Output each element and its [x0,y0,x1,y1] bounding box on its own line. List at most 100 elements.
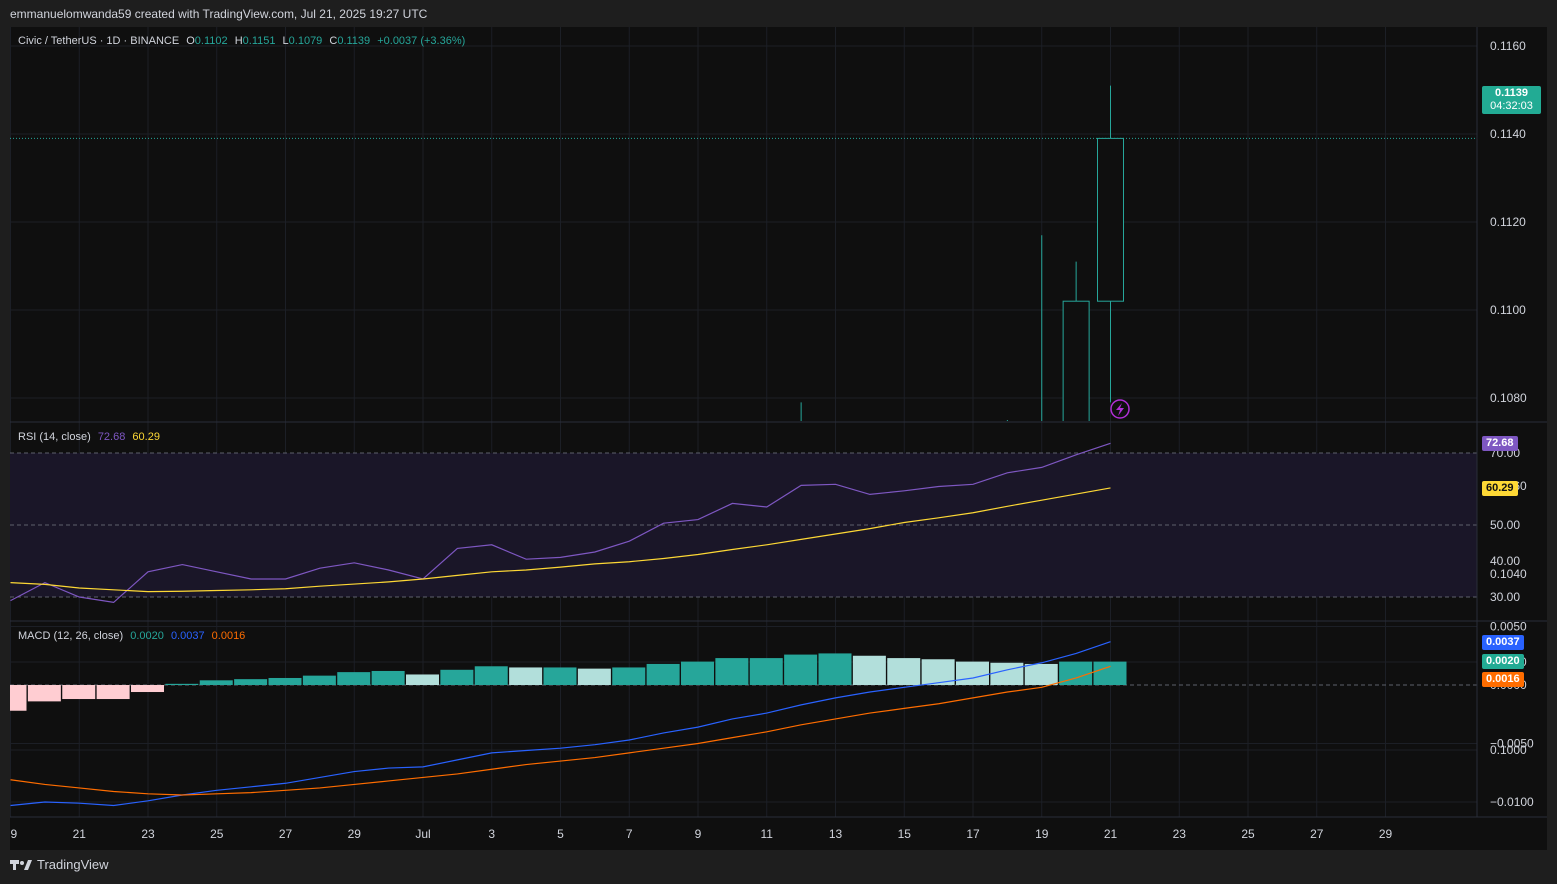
time-axis-label: 27 [279,827,293,841]
time-axis-label: 25 [210,827,224,841]
chart-caption: emmanuelomwanda59 created with TradingVi… [10,7,428,21]
macd-histogram-bar [818,653,852,685]
macd-axis-label: −0.0050 [1490,737,1534,751]
time-axis-label: 29 [1379,827,1393,841]
rsi-ma-line [10,487,1111,593]
macd-histogram-bar [646,663,680,685]
price-axis-label: 0.1000 [1490,743,1527,757]
macd-line [10,641,1111,807]
macd-histogram-bar [956,661,989,685]
lightning-icon [1110,399,1130,419]
rsi-axis-label: 50.00 [1490,518,1520,532]
time-axis-label: 9 [695,827,702,841]
macd-histogram-bar [543,667,577,685]
rsi-band [10,453,1477,597]
macd-histogram-bar [27,685,61,702]
macd-histogram-bar [131,685,164,693]
lightning-icon-bolt [1116,403,1124,416]
symbol-label[interactable]: Civic / TetherUS · 1D · BINANCE [18,35,180,47]
open-label: O [186,35,195,47]
time-axis-label: 19 [1035,827,1049,841]
rsi-ma-tag: 60.29 [1482,481,1518,496]
macd-histogram-bar [990,662,1024,685]
low-label: L [282,35,289,47]
candle-body [1062,300,1090,421]
time-axis-label: 23 [1173,827,1187,841]
rsi-title[interactable]: RSI (14, close) [18,431,91,443]
macd-signal-tag: 0.0016 [1482,672,1524,687]
rsi-pane [10,442,1477,604]
main-legend: Civic / TetherUS · 1D · BINANCE O0.1102 … [18,35,469,47]
candle-body [1097,137,1124,302]
brand-label: TradingView [37,857,109,872]
macd-histogram-bar [509,667,543,685]
time-axis-label: 15 [898,827,912,841]
rsi-axis-label: 30.00 [1490,590,1520,604]
time-axis-label: 11 [761,827,774,841]
macd-line-tag: 0.0037 [1482,635,1524,650]
rsi-ma-value: 60.29 [132,431,160,443]
macd-signal-line [10,665,1111,796]
time-axis-label: Jul [415,827,430,841]
macd-histogram-bar [887,658,921,685]
time-axis-label: 23 [141,827,155,841]
macd-histogram-bar [62,685,96,700]
chart-frame[interactable]: 19 21 23 25 27 29 Jul 3 5 7 9 11 13 15 17 19 21 23 25 27 29 0… [4,27,1547,850]
macd-histogram-bar [612,667,646,685]
last-price-tag: 0.1139 04:32:03 [1482,86,1541,114]
rsi-value: 72.68 [97,431,126,443]
macd-legend: MACD (12, 26, close) 0.0020 0.0037 0.001… [18,630,249,642]
tradingview-logo[interactable]: TradingView [10,857,109,872]
price-pane [10,85,1477,645]
macd-histogram-bar [715,658,749,685]
macd-hist-value: 0.0020 [130,630,164,642]
macd-hist-tag: 0.0020 [1482,654,1524,669]
open-value: 0.1102 [194,35,228,47]
time-axis-label: 3 [488,827,495,841]
change-value: +0.0037 (+3.36%) [377,35,466,47]
candle-body [926,605,952,645]
macd-histogram-bar [268,677,302,685]
lightning-icon-ring [1110,399,1130,419]
low-value: 0.1079 [288,35,323,47]
macd-histogram-bar [371,670,405,685]
time-axis-label: 29 [348,827,362,841]
high-value: 0.1151 [242,35,276,47]
macd-histogram-bar [96,685,130,700]
tradingview-logo-icon [10,859,32,870]
price-axis-label: 0.1140 [1490,127,1526,141]
macd-histogram-bar [199,680,233,685]
candles [800,85,1124,645]
macd-signal-value: 0.0016 [211,630,246,642]
macd-histogram-bar [681,661,714,685]
macd-histogram-bar [852,655,886,685]
macd-pane [10,641,1477,807]
time-axis-label: 21 [73,827,87,841]
price-axis-label: 0.1040 [1490,567,1527,581]
close-label: C [329,35,338,47]
countdown-value: 04:32:03 [1490,100,1533,112]
chart-canvas[interactable]: 19 21 23 25 27 29 Jul 3 5 7 9 11 13 15 17 19 21 23 25 27 29 0… [4,27,1547,850]
macd-histogram-bar [749,658,783,685]
time-axis-label: 21 [1104,827,1118,841]
high-label: H [234,35,243,47]
close-value: 0.1139 [337,35,371,47]
macd-line-value: 0.0037 [170,630,205,642]
price-axis-label: 0.1160 [1490,39,1526,53]
last-price-value: 0.1139 [1494,87,1529,99]
macd-histogram-bar [1059,661,1093,685]
macd-title[interactable]: MACD (12, 26, close) [18,630,124,642]
macd-histogram-bar [784,654,818,685]
macd-histogram-bar [337,672,371,685]
macd-histogram-bar [406,674,439,685]
macd-histogram-bar [1093,661,1127,685]
macd-histogram-bar [577,668,611,685]
macd-histogram-bar [440,669,474,685]
time-axis-label: 7 [626,827,633,841]
rsi-value-tag: 72.68 [1482,436,1518,451]
rsi-legend: RSI (14, close) 72.68 60.29 [18,431,164,443]
price-axis-label: 0.1120 [1490,215,1526,229]
time-axis-label: 13 [829,827,843,841]
rsi-axis-label: 40.00 [1490,554,1520,568]
time-axis-label: 19 [10,827,17,841]
